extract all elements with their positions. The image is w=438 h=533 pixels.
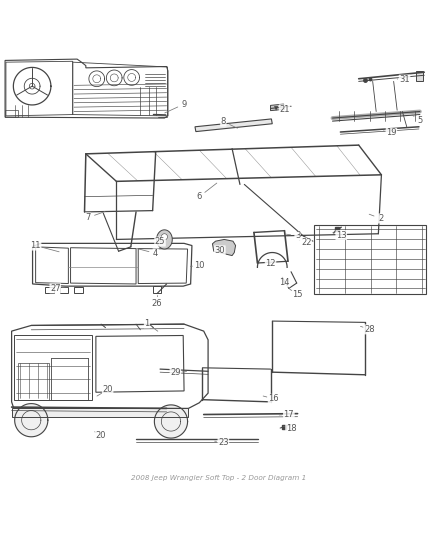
Polygon shape bbox=[417, 71, 424, 81]
Text: 8: 8 bbox=[221, 117, 226, 126]
Polygon shape bbox=[195, 119, 272, 132]
Text: ▼: ▼ bbox=[274, 106, 278, 111]
Text: 22: 22 bbox=[301, 238, 311, 247]
Polygon shape bbox=[15, 403, 48, 437]
Text: 28: 28 bbox=[364, 325, 375, 334]
Text: 23: 23 bbox=[218, 438, 229, 447]
Text: 5: 5 bbox=[417, 116, 423, 125]
Polygon shape bbox=[154, 405, 187, 438]
Text: 2: 2 bbox=[378, 214, 383, 223]
Text: 18: 18 bbox=[286, 424, 297, 433]
Polygon shape bbox=[212, 239, 236, 256]
Text: 25: 25 bbox=[155, 237, 165, 246]
Polygon shape bbox=[271, 104, 285, 111]
Text: 14: 14 bbox=[279, 278, 290, 287]
Polygon shape bbox=[156, 230, 172, 249]
Text: 10: 10 bbox=[194, 261, 205, 270]
Text: 12: 12 bbox=[265, 260, 276, 269]
Text: 15: 15 bbox=[292, 290, 303, 299]
Text: 13: 13 bbox=[336, 231, 346, 239]
Text: 2008 Jeep Wrangler Soft Top - 2 Door Diagram 1: 2008 Jeep Wrangler Soft Top - 2 Door Dia… bbox=[131, 475, 307, 481]
Text: 21: 21 bbox=[279, 105, 290, 114]
Text: 27: 27 bbox=[50, 284, 60, 293]
Text: 29: 29 bbox=[170, 368, 180, 377]
Polygon shape bbox=[227, 246, 233, 251]
Text: 6: 6 bbox=[197, 192, 202, 201]
Text: 30: 30 bbox=[215, 246, 225, 255]
Text: 20: 20 bbox=[96, 431, 106, 440]
Text: 31: 31 bbox=[399, 75, 410, 84]
Text: 17: 17 bbox=[283, 410, 294, 419]
Text: 1: 1 bbox=[145, 319, 150, 328]
Text: 9: 9 bbox=[181, 100, 187, 109]
Polygon shape bbox=[12, 408, 188, 417]
Text: 16: 16 bbox=[268, 394, 279, 403]
Text: 7: 7 bbox=[85, 213, 91, 222]
Polygon shape bbox=[161, 234, 167, 240]
Polygon shape bbox=[215, 246, 221, 251]
Text: 20: 20 bbox=[102, 385, 113, 394]
Text: 4: 4 bbox=[153, 249, 158, 258]
Text: 26: 26 bbox=[152, 299, 162, 308]
Text: 19: 19 bbox=[386, 128, 397, 138]
Text: 11: 11 bbox=[30, 241, 41, 250]
Text: 3: 3 bbox=[295, 231, 300, 240]
Polygon shape bbox=[221, 244, 227, 249]
